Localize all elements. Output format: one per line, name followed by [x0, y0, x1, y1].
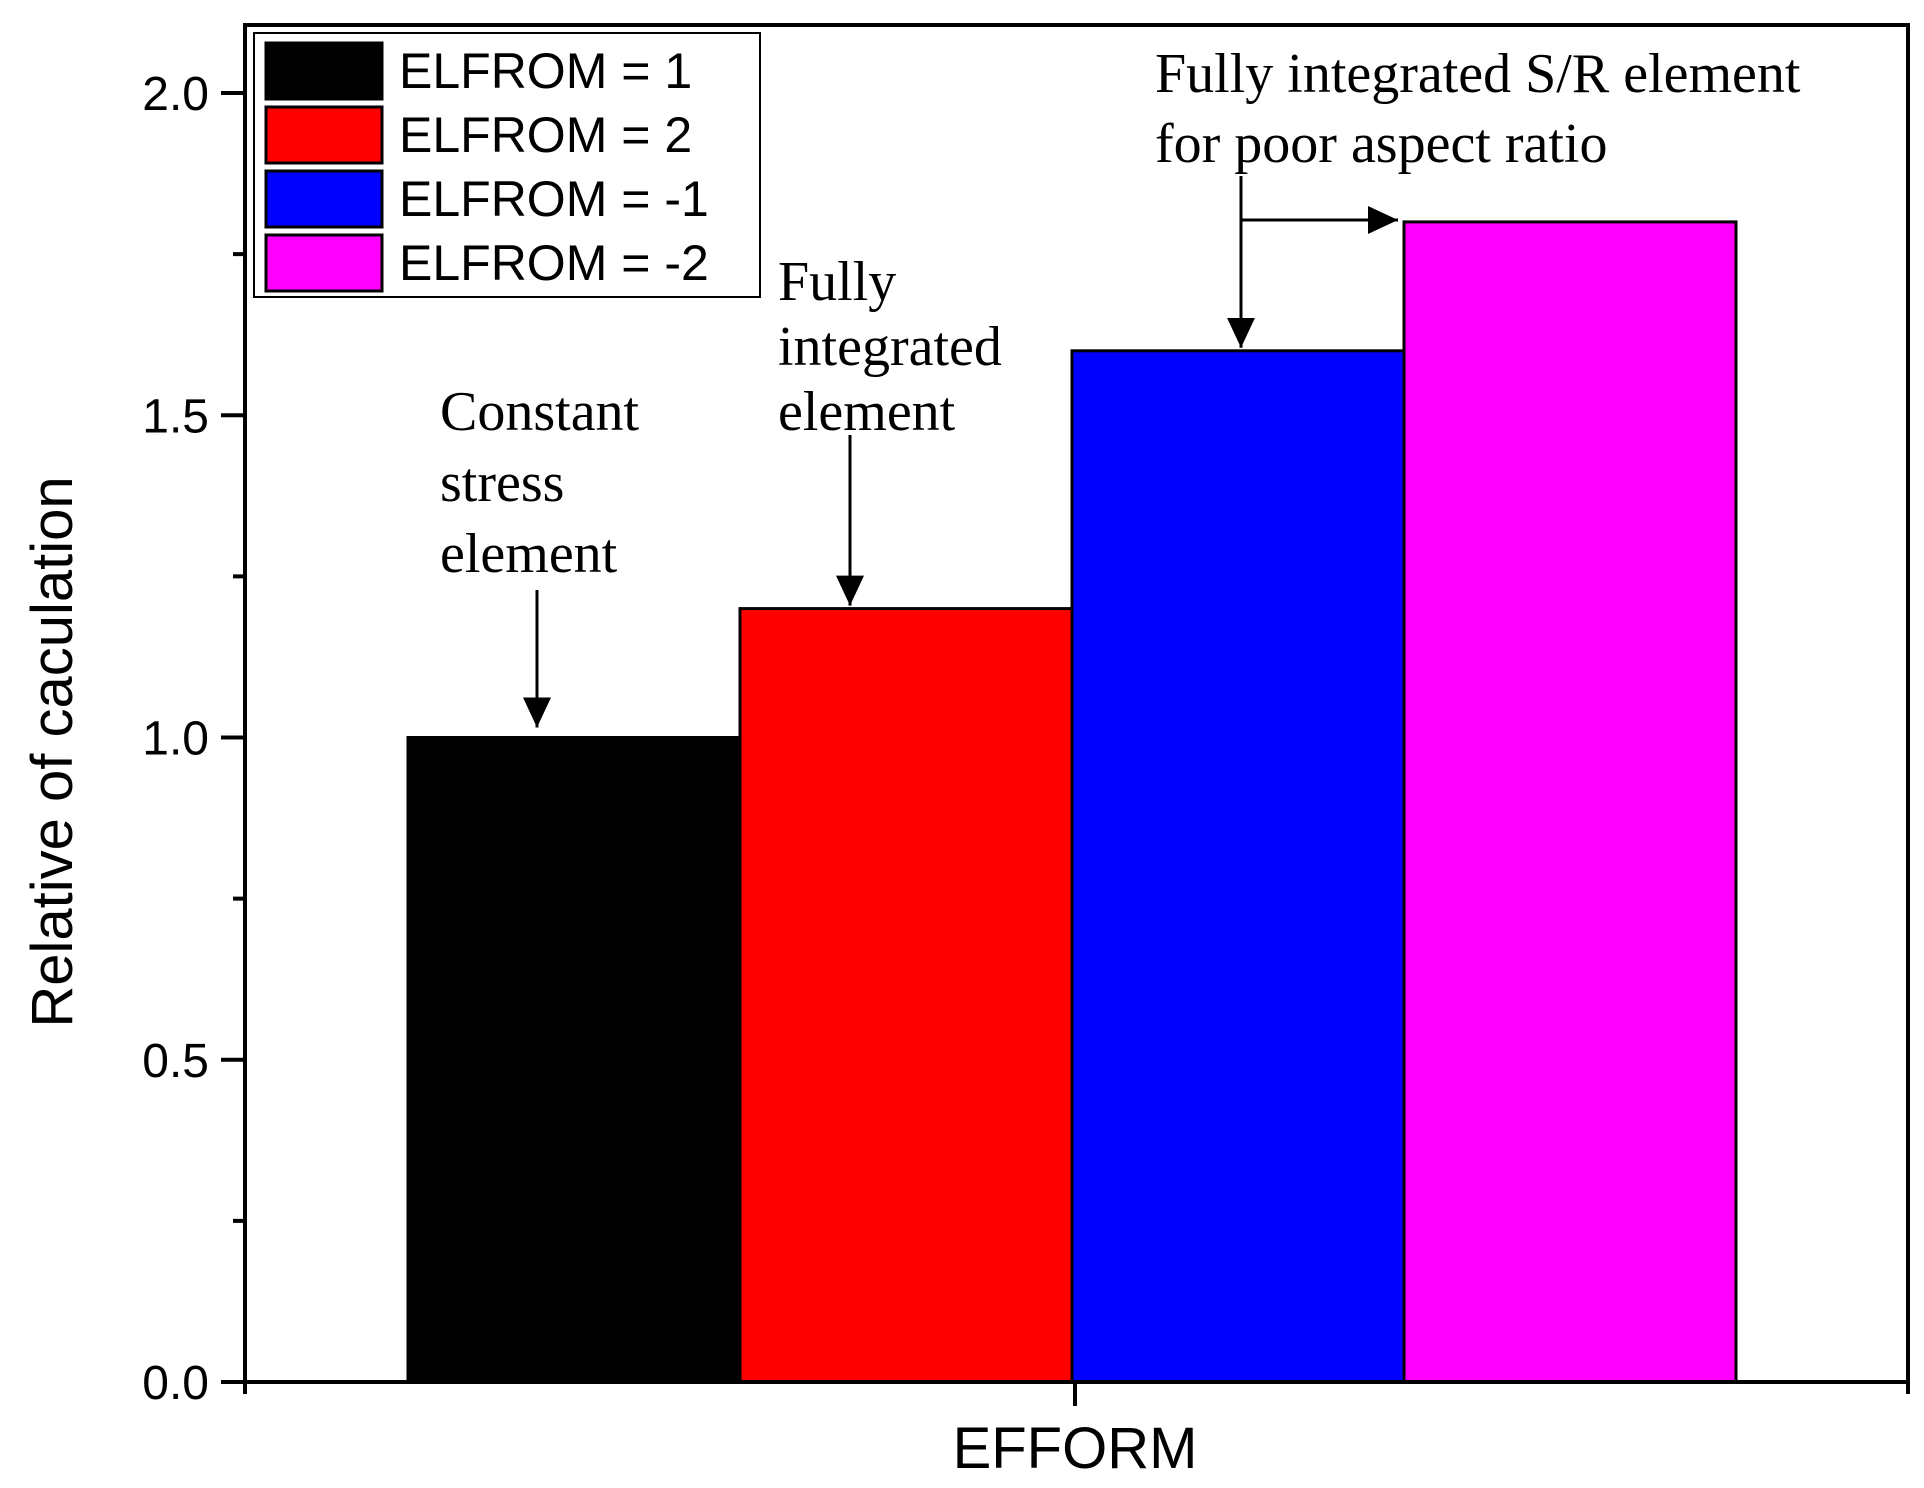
- x-axis-title: EFFORM: [953, 1416, 1198, 1481]
- axes-layer: 0.0 0.5 1.0 1.5 2.0: [142, 23, 1910, 1410]
- bars-layer: [406, 220, 1738, 1384]
- legend-label-3: ELFROM = -1: [399, 171, 709, 227]
- annotation-1-line-1: Constant: [440, 381, 640, 443]
- annotation-2-line-2: integrated: [778, 316, 1002, 378]
- y-tick-label: 1.0: [142, 713, 209, 766]
- bar-4: [1402, 220, 1738, 1384]
- bar-1: [406, 736, 742, 1384]
- annotation-2-line-1: Fully: [778, 251, 896, 313]
- bar-2: [738, 607, 1074, 1384]
- y-tick-label: 2.0: [142, 68, 209, 121]
- y-axis-title: Relative of caculation: [20, 476, 85, 1027]
- annotation-3-line-2: for poor aspect ratio: [1155, 113, 1607, 175]
- y-tick-label: 0.5: [142, 1035, 209, 1088]
- y-tick-label: 0.0: [142, 1357, 209, 1410]
- y-tick-label: 1.5: [142, 390, 209, 443]
- legend-label-2: ELFROM = 2: [399, 107, 692, 163]
- legend-label-4: ELFROM = -2: [399, 235, 709, 291]
- legend-swatch-3: [264, 169, 384, 229]
- legend-swatch-2: [264, 105, 384, 165]
- legend-swatch-1: [264, 41, 384, 101]
- legend-label-1: ELFROM = 1: [399, 43, 692, 99]
- annotations-layer: ConstantstresselementFullyintegratedelem…: [440, 43, 1801, 728]
- bar-3: [1070, 349, 1406, 1384]
- annotation-2-line-3: element: [778, 381, 956, 443]
- annotation-1-line-3: element: [440, 523, 618, 585]
- annotation-3-line-1: Fully integrated S/R element: [1155, 43, 1801, 105]
- legend: ELFROM = 1 ELFROM = 2 ELFROM = -1 ELFROM = …: [253, 32, 761, 298]
- legend-swatch-4: [264, 233, 384, 293]
- annotation-1-line-2: stress: [440, 452, 564, 514]
